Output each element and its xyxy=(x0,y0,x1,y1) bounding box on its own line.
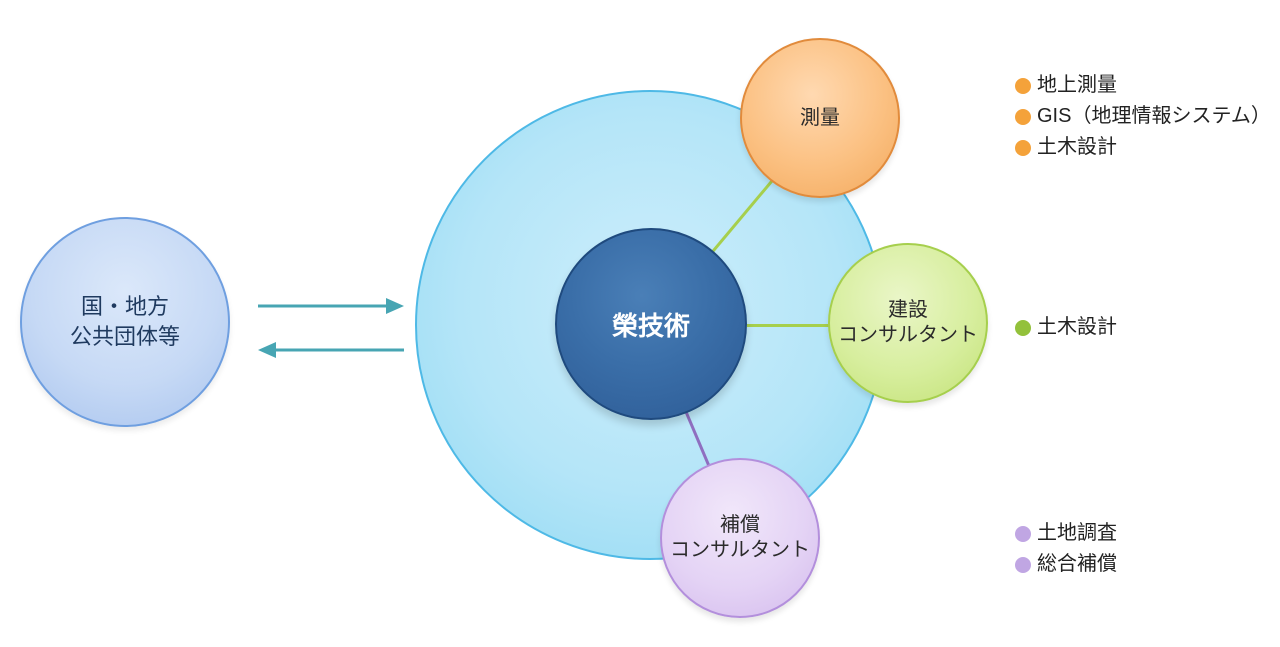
diagram-stage: 榮技術 測量 建設 コンサルタント 補償 コンサルタント 国・地方 公共団体等 xyxy=(0,0,1280,647)
arrow-left xyxy=(258,340,404,360)
list-item: 地上測量 xyxy=(1015,70,1271,101)
satellite-survey-label: 測量 xyxy=(800,106,840,131)
satellite-construction: 建設 コンサルタント xyxy=(828,243,988,403)
bullets-compensation: 土地調査 総合補償 xyxy=(1015,518,1117,580)
gov-circle: 国・地方 公共団体等 xyxy=(20,217,230,427)
satellite-construction-label: 建設 コンサルタント xyxy=(838,298,978,348)
arrow-right xyxy=(258,296,404,316)
bullet-icon xyxy=(1015,526,1031,542)
list-item: 土木設計 xyxy=(1015,132,1271,163)
bullet-icon xyxy=(1015,557,1031,573)
bullet-icon xyxy=(1015,140,1031,156)
bullets-construction: 土木設計 xyxy=(1015,312,1117,343)
list-item: 土木設計 xyxy=(1015,312,1117,343)
satellite-survey: 測量 xyxy=(740,38,900,198)
satellite-compensation: 補償 コンサルタント xyxy=(660,458,820,618)
satellite-compensation-label: 補償 コンサルタント xyxy=(670,513,810,563)
bullet-icon xyxy=(1015,320,1031,336)
bullet-icon xyxy=(1015,78,1031,94)
bullet-icon xyxy=(1015,109,1031,125)
core-label: 榮技術 xyxy=(612,306,690,343)
connector-core-construction xyxy=(747,324,832,327)
bullets-survey: 地上測量 GIS（地理情報システム） 土木設計 xyxy=(1015,70,1271,163)
core-circle: 榮技術 xyxy=(555,228,747,420)
gov-label: 国・地方 公共団体等 xyxy=(70,292,180,351)
list-item: 土地調査 xyxy=(1015,518,1117,549)
list-item: 総合補償 xyxy=(1015,549,1117,580)
list-item: GIS（地理情報システム） xyxy=(1015,101,1271,132)
